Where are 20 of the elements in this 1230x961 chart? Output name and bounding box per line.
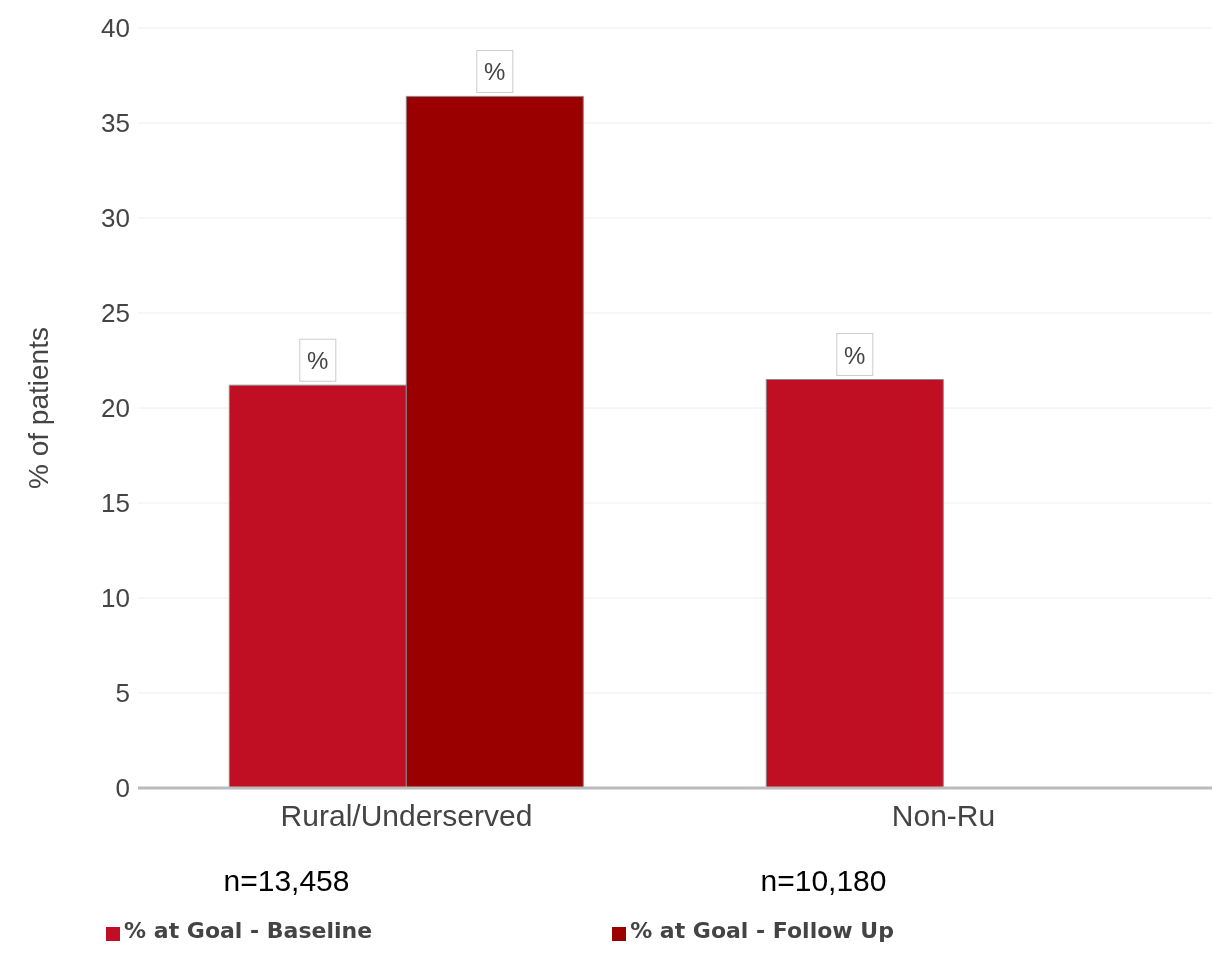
- y-tick-label: 25: [101, 298, 130, 329]
- data-label: %: [484, 58, 506, 86]
- y-tick-label: 0: [115, 773, 130, 804]
- legend-label: % at Goal - Follow Up: [630, 918, 894, 943]
- y-tick-label: 5: [115, 678, 130, 709]
- y-tick-label: 15: [101, 488, 130, 519]
- y-tick-label: 30: [101, 203, 130, 234]
- data-label: %: [307, 347, 329, 375]
- text: n=10,180: [760, 864, 887, 897]
- y-tick-label: 10: [101, 583, 130, 614]
- data-label: %: [844, 341, 866, 369]
- x-tick-label: Non-Ru: [891, 799, 996, 832]
- text: n=13,458: [223, 864, 350, 897]
- y-tick-label: 35: [101, 108, 130, 139]
- y-tick-label: 20: [101, 393, 130, 424]
- y-tick-label: 40: [101, 13, 130, 44]
- legend-label: % at Goal - Baseline: [124, 918, 373, 943]
- x-tick-label: Rural/Underserved: [280, 799, 533, 832]
- y-axis-title: % of patients: [22, 327, 54, 489]
- bar: [765, 379, 944, 788]
